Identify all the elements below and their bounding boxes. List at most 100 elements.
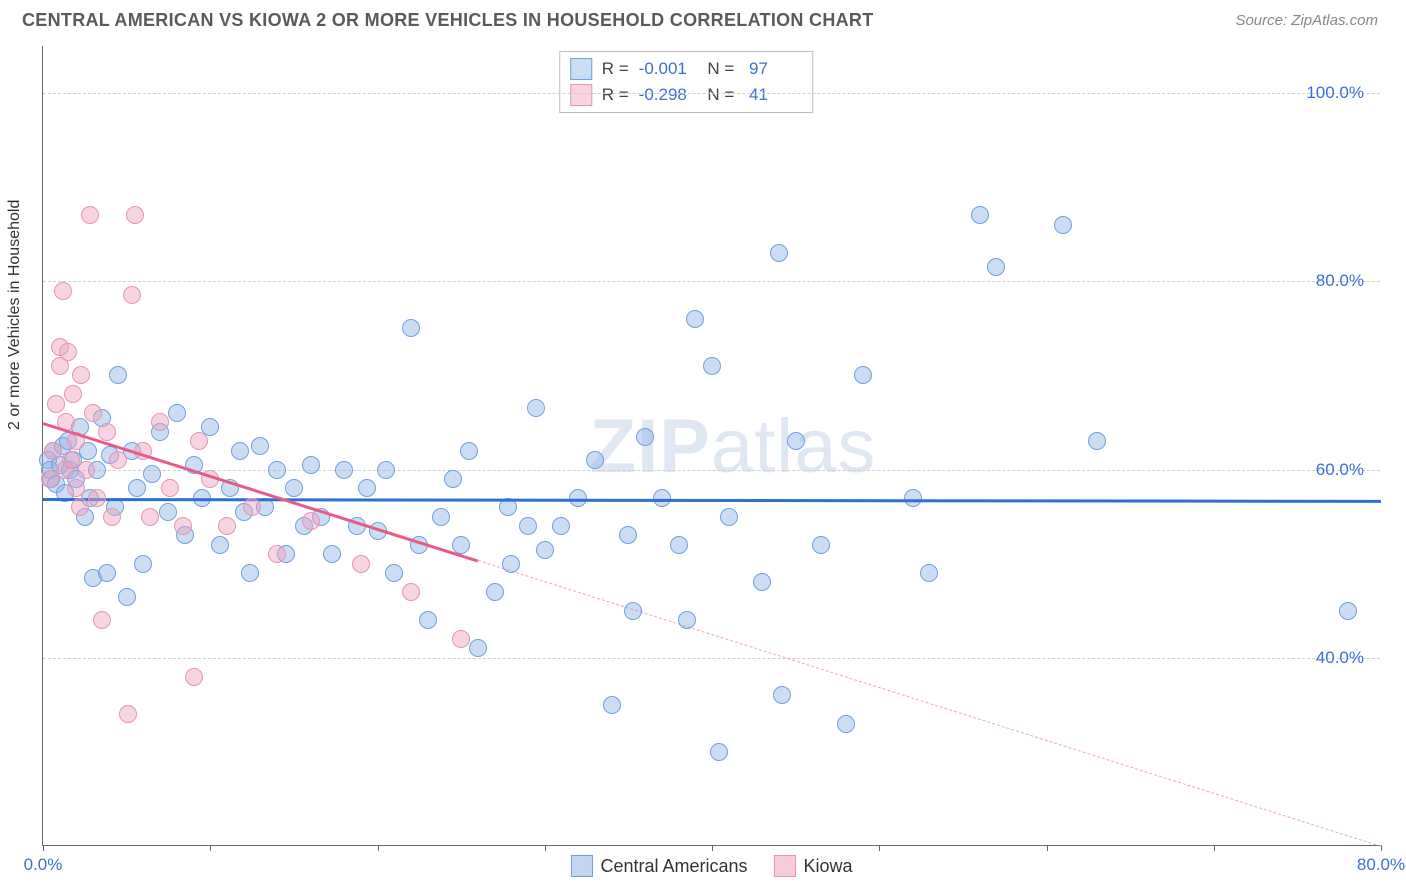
data-point (98, 564, 116, 582)
data-point (93, 611, 111, 629)
data-point (703, 357, 721, 375)
x-tick (712, 845, 713, 851)
legend-item: Central Americans (570, 855, 747, 877)
data-point (971, 206, 989, 224)
y-tick-label: 60.0% (1316, 460, 1364, 480)
data-point (619, 526, 637, 544)
data-point (98, 423, 116, 441)
data-point (352, 555, 370, 573)
data-point (190, 432, 208, 450)
data-point (302, 456, 320, 474)
data-point (77, 461, 95, 479)
gridline (43, 470, 1380, 471)
data-point (109, 451, 127, 469)
data-point (335, 461, 353, 479)
data-point (377, 461, 395, 479)
data-point (586, 451, 604, 469)
y-tick-label: 40.0% (1316, 648, 1364, 668)
data-point (710, 743, 728, 761)
data-point (231, 442, 249, 460)
x-tick (43, 845, 44, 851)
data-point (119, 705, 137, 723)
data-point (84, 404, 102, 422)
data-point (854, 366, 872, 384)
data-point (773, 686, 791, 704)
data-point (302, 512, 320, 530)
chart-plot-area: ZIPatlas R =-0.001 N = 97R =-0.298 N = 4… (42, 46, 1380, 846)
data-point (444, 470, 462, 488)
data-point (88, 489, 106, 507)
data-point (285, 479, 303, 497)
x-tick (1214, 845, 1215, 851)
data-point (753, 573, 771, 591)
data-point (1054, 216, 1072, 234)
data-point (67, 479, 85, 497)
data-point (770, 244, 788, 262)
data-point (385, 564, 403, 582)
data-point (432, 508, 450, 526)
legend-stat-row: R =-0.298 N = 41 (570, 82, 799, 108)
data-point (174, 517, 192, 535)
gridline (43, 93, 1380, 94)
data-point (402, 319, 420, 337)
x-tick (1047, 845, 1048, 851)
data-point (134, 555, 152, 573)
data-point (241, 564, 259, 582)
data-point (636, 428, 654, 446)
data-point (323, 545, 341, 563)
y-tick-label: 100.0% (1306, 83, 1364, 103)
data-point (268, 545, 286, 563)
data-point (720, 508, 738, 526)
data-point (59, 343, 77, 361)
data-point (143, 465, 161, 483)
data-point (168, 404, 186, 422)
data-point (211, 536, 229, 554)
data-point (920, 564, 938, 582)
data-point (161, 479, 179, 497)
source-label: Source: ZipAtlas.com (1235, 12, 1378, 29)
data-point (987, 258, 1005, 276)
data-point (787, 432, 805, 450)
data-point (812, 536, 830, 554)
data-point (452, 630, 470, 648)
y-tick-label: 80.0% (1316, 271, 1364, 291)
data-point (251, 437, 269, 455)
chart-title: CENTRAL AMERICAN VS KIOWA 2 OR MORE VEHI… (22, 10, 874, 31)
data-point (536, 541, 554, 559)
data-point (47, 395, 65, 413)
data-point (837, 715, 855, 733)
gridline (43, 281, 1380, 282)
data-point (64, 385, 82, 403)
data-point (81, 206, 99, 224)
legend-stat-row: R =-0.001 N = 97 (570, 56, 799, 82)
data-point (653, 489, 671, 507)
legend-item: Kiowa (774, 855, 853, 877)
data-point (159, 503, 177, 521)
data-point (552, 517, 570, 535)
data-point (118, 588, 136, 606)
data-point (519, 517, 537, 535)
data-point (44, 442, 62, 460)
data-point (358, 479, 376, 497)
data-point (185, 668, 203, 686)
data-point (151, 413, 169, 431)
watermark: ZIPatlas (590, 403, 877, 490)
x-tick (545, 845, 546, 851)
data-point (419, 611, 437, 629)
data-point (268, 461, 286, 479)
x-tick-label: 80.0% (1357, 855, 1405, 875)
data-point (904, 489, 922, 507)
data-point (123, 286, 141, 304)
data-point (686, 310, 704, 328)
legend-series: Central Americans Kiowa (570, 855, 852, 877)
data-point (109, 366, 127, 384)
data-point (71, 498, 89, 516)
data-point (452, 536, 470, 554)
data-point (1088, 432, 1106, 450)
data-point (243, 498, 261, 516)
data-point (402, 583, 420, 601)
y-axis-label: 2 or more Vehicles in Household (6, 200, 24, 430)
data-point (54, 282, 72, 300)
x-tick (210, 845, 211, 851)
data-point (126, 206, 144, 224)
